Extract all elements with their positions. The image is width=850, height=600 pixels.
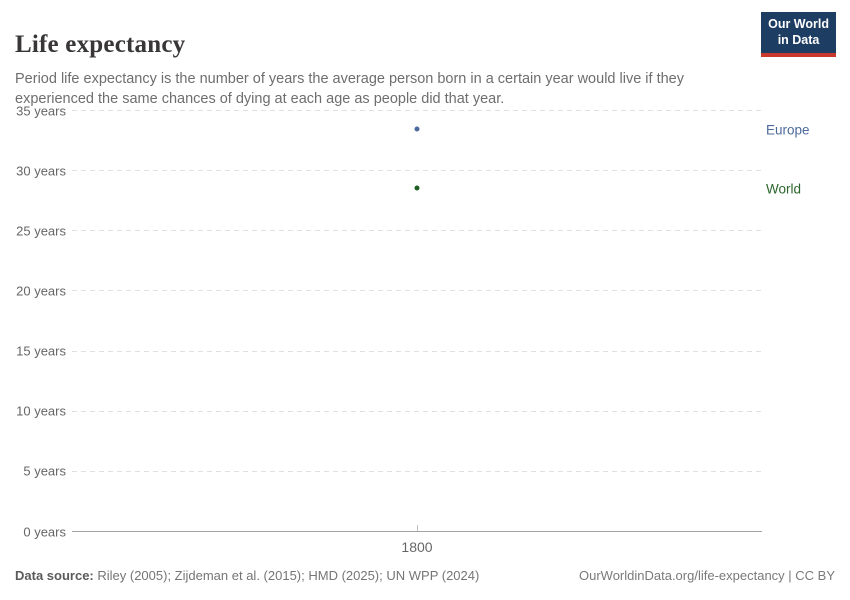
gridline — [72, 110, 762, 111]
data-point-world[interactable] — [414, 185, 420, 191]
y-axis-tick-label: 20 years — [16, 283, 66, 299]
data-point-europe[interactable] — [414, 126, 420, 132]
page-title: Life expectancy — [15, 30, 186, 58]
data-source: Data source: Riley (2005); Zijdeman et a… — [15, 568, 479, 583]
data-source-text: Riley (2005); Zijdeman et al. (2015); HM… — [93, 568, 480, 583]
series-label-europe[interactable]: Europe — [766, 122, 810, 138]
owid-logo-line2: in Data — [777, 32, 820, 47]
y-axis-tick-label: 5 years — [23, 463, 66, 479]
gridline — [72, 410, 762, 412]
chart-footer: Data source: Riley (2005); Zijdeman et a… — [15, 568, 835, 583]
gridline — [72, 230, 762, 232]
attribution: OurWorldinData.org/life-expectancy | CC … — [578, 568, 835, 583]
series-label-world[interactable]: World — [766, 181, 802, 197]
x-axis-tick-label: 1800 — [401, 539, 433, 555]
y-axis-tick-label: 10 years — [16, 403, 66, 419]
gridline — [72, 290, 762, 292]
y-axis-tick-label: 15 years — [16, 343, 66, 359]
owid-logo[interactable]: Our World in Data — [761, 12, 836, 58]
owid-logo-line1: Our World — [768, 17, 829, 31]
gridline — [72, 470, 762, 472]
gridline — [72, 170, 762, 172]
x-axis-tick — [417, 525, 418, 531]
data-source-label: Data source: — [15, 568, 94, 583]
gridline — [72, 350, 762, 352]
y-axis-tick-label: 0 years — [23, 524, 66, 539]
y-axis-tick-label: 25 years — [16, 223, 66, 239]
chart-subtitle: Period life expectancy is the number of … — [15, 70, 684, 107]
y-axis-tick-label: 30 years — [16, 163, 66, 179]
x-axis-line — [72, 531, 762, 532]
y-axis-tick-label: 35 years — [16, 103, 66, 118]
